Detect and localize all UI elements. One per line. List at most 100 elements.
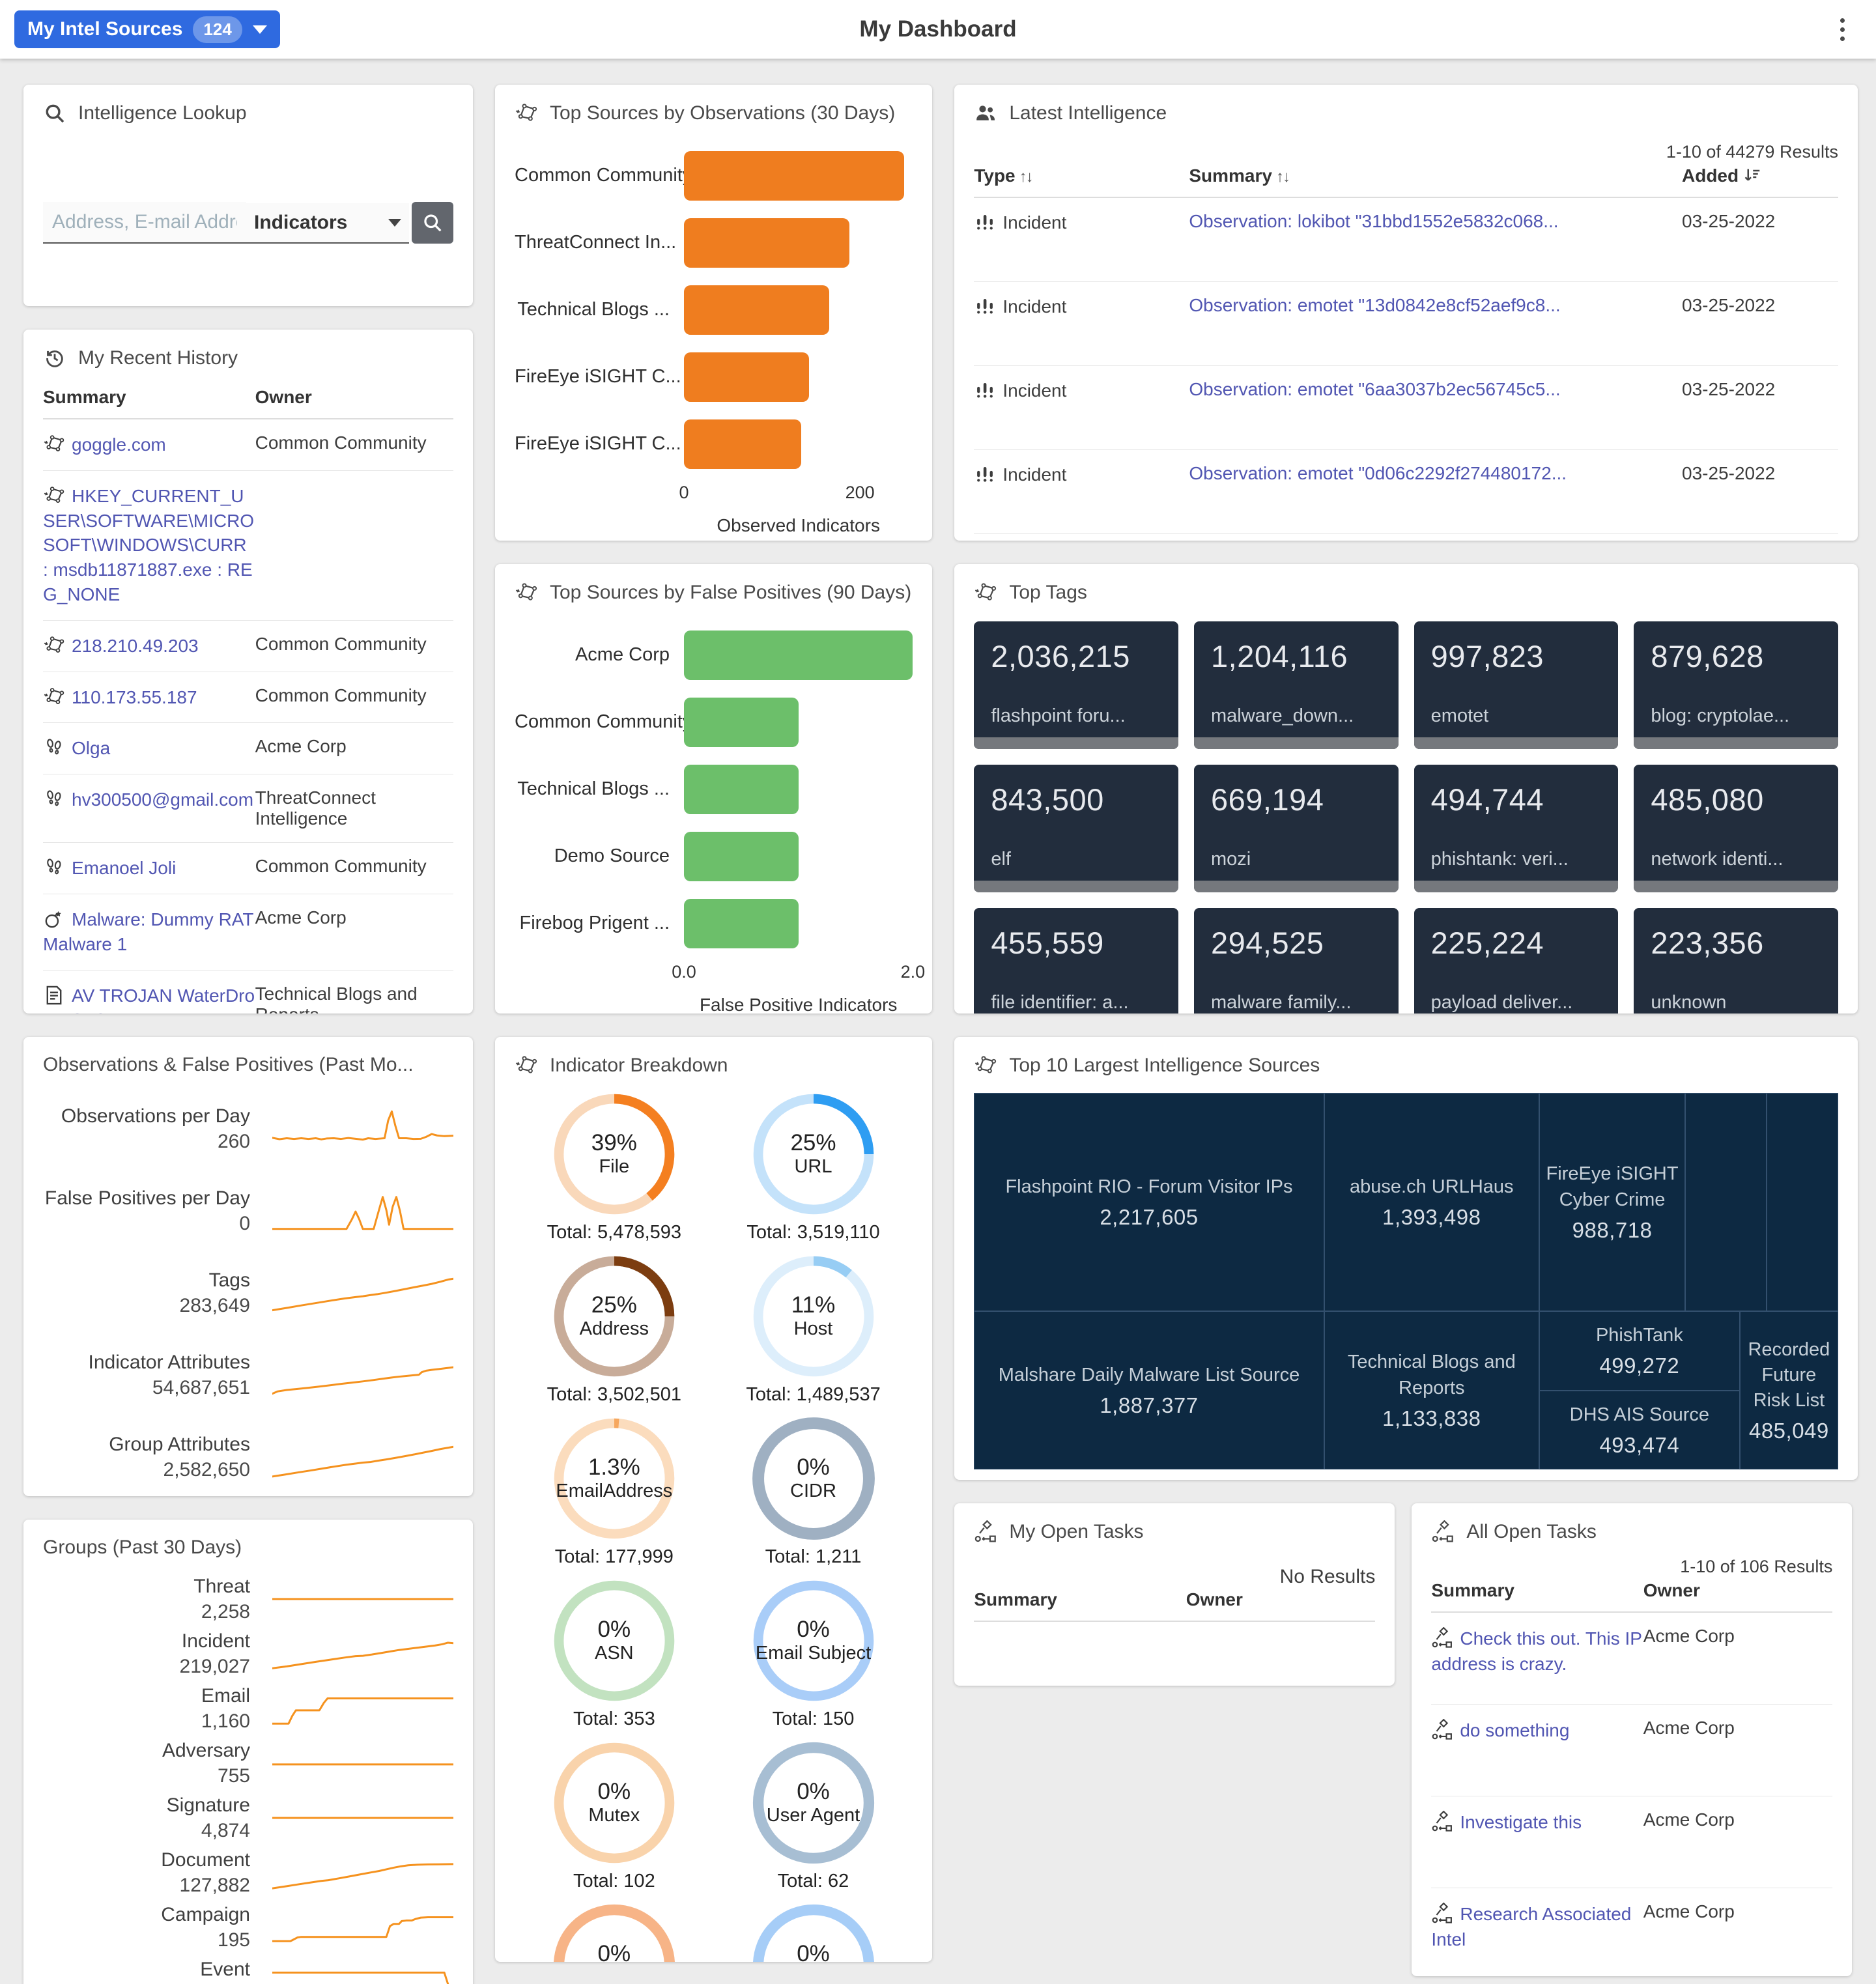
tag-tile[interactable]: 1,204,116 malware_down... [1194, 621, 1399, 749]
bar [684, 630, 913, 680]
incident-icon [977, 214, 993, 230]
group-link[interactable]: Threat [193, 1576, 250, 1597]
list-item[interactable]: HKEY_CURRENT_USER\SOFTWARE\MICROSOFT\WIN… [43, 471, 453, 621]
adversary-icon [46, 858, 62, 875]
table-row[interactable]: Incident Observation: emotet "0d06c2292f2… [974, 450, 1838, 534]
lookup-search-button[interactable] [412, 202, 453, 244]
sparkline-chart [272, 1580, 453, 1618]
donut-mutex: 0% Mutex Total: 102 [550, 1739, 678, 1892]
tag-tile[interactable]: 485,080 network identi... [1634, 765, 1838, 892]
treemap-cell-fireeye[interactable]: FireEye iSIGHT Cyber Crime 988,718 [1539, 1093, 1686, 1312]
tag-tile[interactable]: 843,500 elf [974, 765, 1178, 892]
results-count: 1-10 of 106 Results [1680, 1557, 1833, 1576]
history-table-header: Summary Owner [43, 370, 453, 419]
group-link[interactable]: Email [201, 1685, 250, 1707]
task-row[interactable]: Research Associated Intel Acme Corp [1431, 1888, 1832, 1976]
indicator-icon [43, 636, 64, 653]
lookup-type-select[interactable]: Indicators [246, 203, 409, 244]
list-item[interactable]: goggle.com Common Community [43, 419, 453, 471]
column-summary[interactable]: Summary ↑↓ [1189, 165, 1290, 186]
my-intel-sources-button[interactable]: My Intel Sources 124 [14, 10, 280, 48]
group-link[interactable]: Document [161, 1849, 250, 1871]
column-added[interactable]: Added [1682, 165, 1838, 186]
tag-tile[interactable]: 294,525 malware family... [1194, 908, 1399, 1013]
metric-row: Incident 219,027 [43, 1626, 453, 1681]
donut-chart [752, 1742, 874, 1864]
table-row[interactable]: Incident Observation: lokibot "31bbd1552e… [974, 198, 1838, 282]
treemap-cell-malshare[interactable]: Malshare Daily Malware List Source 1,887,… [974, 1311, 1324, 1469]
tag-tile[interactable]: 455,559 file identifier: a... [974, 908, 1178, 1013]
task-row[interactable]: Check this out. This IP address is crazy… [1431, 1613, 1833, 1705]
metric-row: Signature 4,874 [43, 1791, 453, 1845]
incident-icon [977, 298, 993, 314]
card-title-text: Intelligence Lookup [78, 102, 247, 124]
list-item[interactable]: hv300500@gmail.com ThreatConnect Intellig… [43, 774, 453, 843]
tag-tile[interactable]: 225,224 payload deliver... [1414, 908, 1619, 1013]
card-title-text: My Open Tasks [1009, 1521, 1144, 1542]
tags-link[interactable]: Tags [208, 1269, 250, 1291]
treemap-cell-technical-blogs[interactable]: Technical Blogs and Reports 1,133,838 [1324, 1311, 1539, 1469]
sparkline-chart [272, 1690, 453, 1727]
tag-tile[interactable]: 223,356 unknown [1634, 908, 1838, 1013]
tag-tile[interactable]: 879,628 blog: cryptolae... [1634, 621, 1838, 749]
group-link[interactable]: Incident [181, 1630, 250, 1652]
treemap-cell-urlhaus[interactable]: abuse.ch URLHaus 1,393,498 [1324, 1093, 1539, 1312]
page-title: My Dashboard [859, 16, 1017, 42]
tile-footer [974, 881, 1178, 892]
bar [684, 764, 799, 814]
column-type[interactable]: Type ↑↓ [974, 165, 1034, 186]
intelligence-lookup-input[interactable] [43, 202, 246, 244]
table-row[interactable]: Incident Observation: emotet "6aa3037b2ec… [974, 366, 1838, 450]
treemap-cell[interactable] [1766, 1093, 1838, 1312]
sources-treemap: Flashpoint RIO - Forum Visitor IPs 2,217,… [974, 1093, 1838, 1469]
card-title-text: Top 10 Largest Intelligence Sources [1009, 1055, 1320, 1076]
group-link[interactable]: Event [200, 1959, 250, 1980]
results-count: 1-10 of 44279 Results [1666, 142, 1838, 162]
treemap-cell-phishtank[interactable]: PhishTank 499,272 [1539, 1311, 1740, 1391]
table-row[interactable]: Incident Observation: emotet "13d0842e8cf… [974, 282, 1838, 366]
card-my-open-tasks: My Open Tasks No Results Summary Owner [954, 1503, 1395, 1686]
treemap-cell-recorded-future[interactable]: Recorded Future Risk List 485,049 [1739, 1311, 1838, 1469]
tag-tile[interactable]: 669,194 mozi [1194, 765, 1399, 892]
tag-tile[interactable]: 2,036,215 flashpoint foru... [974, 621, 1178, 749]
list-item[interactable]: Olga Acme Corp [43, 723, 453, 775]
sort-desc-icon [1744, 168, 1761, 181]
task-row[interactable]: do something Acme Corp [1431, 1705, 1833, 1796]
metric-row: Campaign 195 [43, 1900, 453, 1955]
list-item[interactable]: AV TROJAN WaterDropX CnC BeaconTechnical… [43, 971, 453, 1013]
sort-icon: ↑↓ [1275, 168, 1290, 186]
list-item[interactable]: 110.173.55.187 Common Community [43, 672, 453, 724]
card-top-sources-false-positives: Top Sources by False Positives (90 Days)… [495, 564, 933, 1013]
sparkline-chart [272, 1854, 453, 1892]
incident-icon [977, 466, 993, 482]
list-item[interactable]: Emanoel Joli Common Community [43, 843, 453, 894]
task-icon [1432, 1719, 1453, 1740]
group-link[interactable]: Campaign [161, 1904, 250, 1925]
indicator-icon [43, 435, 64, 452]
sparkline-chart [272, 1908, 453, 1946]
treemap-cell-dhs-ais[interactable]: DHS AIS Source 493,474 [1539, 1390, 1740, 1469]
treemap-cell[interactable] [1685, 1093, 1767, 1312]
sort-icon: ↑↓ [1019, 168, 1034, 186]
group-link[interactable]: Signature [166, 1794, 250, 1816]
list-item[interactable]: 218.210.49.203 Common Community [43, 621, 453, 672]
card-latest-intelligence: Latest Intelligence 1-10 of 44279 Result… [954, 85, 1858, 541]
indicator-icon [43, 486, 64, 503]
donut-cidr: 0% CIDR Total: 1,211 [750, 1415, 877, 1568]
list-item[interactable]: Malware: Dummy RAT Malware 1 Acme Corp [43, 894, 453, 971]
donut-asn: 0% ASN Total: 353 [550, 1577, 678, 1730]
card-title-text: Groups (Past 30 Days) [43, 1537, 242, 1558]
tile-footer [1634, 881, 1838, 892]
card-observations-false-positives: Observations & False Positives (Past Mo.… [23, 1037, 473, 1496]
card-title-text: Top Sources by Observations (30 Days) [550, 102, 896, 124]
dashboard-menu-button[interactable] [1835, 13, 1850, 46]
tag-tile[interactable]: 494,744 phishtank: veri... [1414, 765, 1619, 892]
source-icon [974, 583, 997, 601]
card-title-text: Observations & False Positives (Past Mo.… [43, 1054, 414, 1075]
treemap-cell-flashpoint[interactable]: Flashpoint RIO - Forum Visitor IPs 2,217,… [974, 1093, 1324, 1312]
tile-footer [1194, 737, 1399, 749]
group-link[interactable]: Adversary [162, 1740, 250, 1761]
task-row[interactable]: Investigate this Acme Corp [1431, 1796, 1833, 1888]
tag-tile[interactable]: 997,823 emotet [1414, 621, 1619, 749]
